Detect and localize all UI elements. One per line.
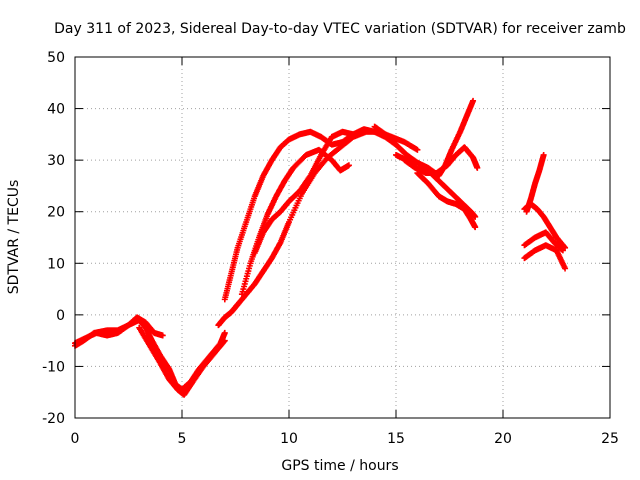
- data-point-marker: [472, 224, 479, 231]
- data-point-marker: [474, 164, 481, 171]
- grid: [75, 57, 610, 418]
- y-tick-label: 0: [56, 308, 65, 324]
- series-sat-G: [251, 128, 357, 256]
- data-point-marker: [220, 338, 227, 345]
- chart-title: Day 311 of 2023, Sidereal Day-to-day VTE…: [54, 21, 626, 37]
- y-tick-label: 50: [47, 50, 65, 66]
- data-markers: [72, 97, 569, 398]
- data-point-marker: [345, 162, 352, 169]
- data-point-marker: [470, 97, 477, 104]
- x-tick-label: 10: [280, 431, 298, 447]
- series-sat-K: [414, 170, 479, 231]
- data-point-marker: [350, 131, 357, 138]
- series-sat-M: [523, 151, 547, 215]
- x-tick-label: 5: [178, 431, 187, 447]
- data-point-marker: [472, 213, 479, 220]
- y-tick-label: 10: [47, 256, 65, 272]
- y-axis-label: SDTVAR / TECUs: [6, 180, 22, 295]
- data-point-marker: [221, 329, 228, 336]
- y-tick-label: 20: [47, 205, 65, 221]
- x-tick-label: 15: [387, 431, 405, 447]
- data-point-marker: [221, 337, 228, 344]
- y-tick-label: -20: [42, 411, 65, 427]
- data-point-marker: [414, 146, 421, 153]
- x-tick-label: 20: [494, 431, 512, 447]
- x-axis-label: GPS time / hours: [281, 458, 398, 474]
- series-sat-O: [521, 242, 569, 272]
- data-point-marker: [159, 332, 166, 339]
- series-sat-N: [521, 229, 566, 254]
- plot-frame: [74, 56, 611, 419]
- y-tick-label: 30: [47, 153, 65, 169]
- series-sat-E: [221, 126, 399, 303]
- y-tick-label: 40: [47, 102, 65, 118]
- series-sat-J: [401, 144, 481, 177]
- data-point-marker: [559, 247, 566, 254]
- data-point-marker: [562, 265, 569, 272]
- data-point-marker: [540, 151, 547, 158]
- y-tick-label: -10: [42, 359, 65, 375]
- axis-ticks: -20 -10 0 10 20 30 40 50 0 5 10 15 20 25: [42, 50, 619, 447]
- x-tick-label: 0: [71, 431, 80, 447]
- series-sat-C: [136, 324, 228, 398]
- series-sat-B: [72, 317, 228, 393]
- x-tick-label: 25: [601, 431, 619, 447]
